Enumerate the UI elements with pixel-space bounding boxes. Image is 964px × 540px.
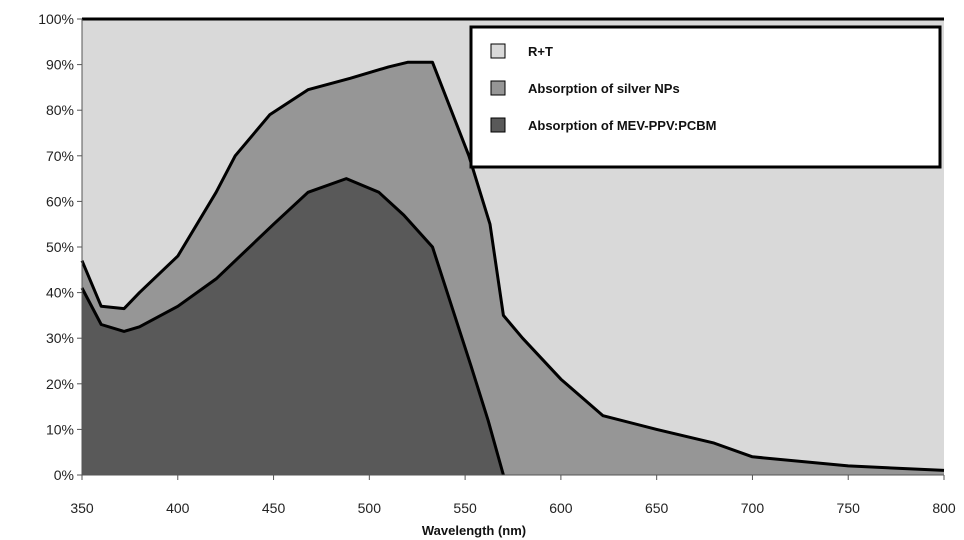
x-tick-label: 550 <box>453 500 477 516</box>
legend-swatch-silver <box>490 80 506 96</box>
legend-label-mev: Absorption of MEV-PPV:PCBM <box>528 118 717 133</box>
legend-swatch-mev <box>490 117 506 133</box>
area-series-2 <box>82 178 504 475</box>
series-line-1 <box>80 60 945 472</box>
x-tick-label: 700 <box>741 500 765 516</box>
x-tick-label: 800 <box>932 500 956 516</box>
x-tick-label: 600 <box>549 500 573 516</box>
chart-areas <box>80 60 945 476</box>
x-tick-label: 750 <box>837 500 861 516</box>
y-tick-label: 70% <box>46 148 74 164</box>
y-tick-label: 0% <box>54 467 74 483</box>
legend-label-rt: R+T <box>528 44 553 59</box>
x-tick-label: 400 <box>166 500 190 516</box>
y-tick-label: 40% <box>46 285 74 301</box>
y-tick-label: 90% <box>46 57 74 73</box>
y-axis-ticks: 0% 10% 20% 30% 40% 50% 60% 70% 80% 90% 100% <box>38 11 82 483</box>
legend: R+T Absorption of silver NPs Absorption … <box>469 25 942 169</box>
y-tick-label: 50% <box>46 239 74 255</box>
x-axis-title: Wavelength (nm) <box>422 523 526 538</box>
y-tick-label: 30% <box>46 330 74 346</box>
legend-box <box>469 25 942 169</box>
legend-label-silver: Absorption of silver NPs <box>528 81 680 96</box>
y-tick-label: 80% <box>46 102 74 118</box>
x-tick-label: 500 <box>358 500 382 516</box>
y-tick-label: 10% <box>46 421 74 437</box>
x-tick-label: 450 <box>262 500 286 516</box>
y-tick-label: 60% <box>46 193 74 209</box>
y-tick-label: 20% <box>46 376 74 392</box>
series-line-2 <box>80 177 505 476</box>
x-tick-label: 650 <box>645 500 669 516</box>
x-axis-ticks: 350 400 450 500 550 600 650 700 750 800 <box>70 475 956 516</box>
y-tick-label: 100% <box>38 11 74 27</box>
x-tick-label: 350 <box>70 500 94 516</box>
legend-swatch-rt <box>490 43 506 59</box>
